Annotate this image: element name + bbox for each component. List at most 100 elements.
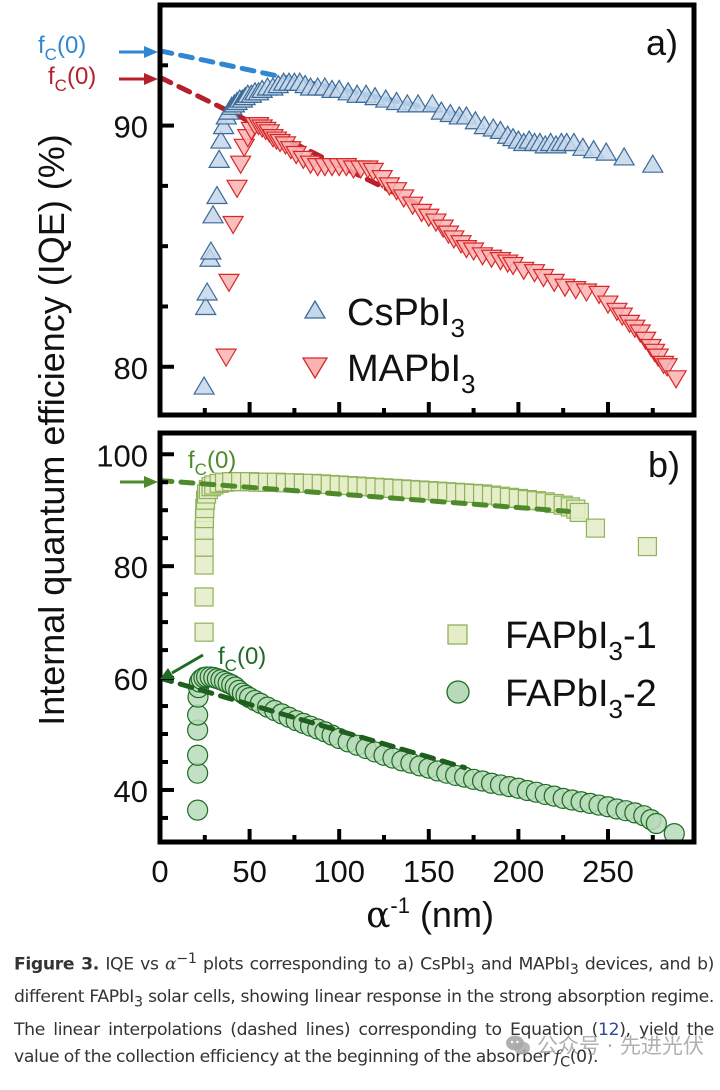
x-tick-label: 100 — [313, 854, 365, 889]
x-tick-label: 250 — [582, 854, 634, 889]
caption-text: plots corresponding to a) CsPbI — [196, 954, 466, 975]
data-point — [193, 375, 216, 395]
data-point — [194, 296, 217, 316]
data-point — [222, 215, 245, 235]
data-point — [194, 622, 214, 642]
y-tick-label: 80 — [114, 550, 148, 585]
wechat-icon — [506, 1035, 530, 1055]
data-point — [406, 93, 430, 113]
panel-a-points — [193, 71, 688, 395]
caption-subscript: 3 — [134, 994, 143, 1011]
svg-text:fC(0): fC(0) — [48, 63, 96, 95]
y-tick-label: 100 — [96, 438, 148, 473]
caption-fc: f — [554, 1046, 561, 1067]
series-fapbi3-1 — [194, 472, 658, 642]
x-tick-label: 200 — [493, 854, 545, 889]
figure-caption: Figure 3. IQE vs α−1 plots corresponding… — [14, 946, 714, 1076]
data-point — [595, 141, 618, 161]
equation-link[interactable]: 12 — [598, 1019, 620, 1040]
data-point — [199, 240, 222, 260]
panel-b: 40 60 80 100 b) FAPbI3-1 FAPbI3-2 fC(0) fC(… — [96, 430, 697, 845]
data-point — [217, 273, 241, 293]
data-point — [209, 129, 232, 149]
data-point — [187, 704, 209, 726]
panel-b-tag: b) — [648, 444, 680, 485]
caption-figure-number: Figure 3. — [14, 954, 99, 975]
data-point — [585, 518, 606, 538]
figure: Internal quantum efficiency (IQE) (%) 80… — [31, 2, 697, 935]
data-point — [613, 146, 636, 166]
legend-marker-fapbi3-2 — [446, 680, 470, 704]
x-tick-labels: 0 50 100 150 200 250 — [151, 854, 633, 889]
annotation-fc0-mapbi3: fC(0) — [48, 63, 158, 95]
y-axis-title: Internal quantum efficiency (IQE) (%) — [31, 134, 72, 726]
panel-a-ticks: 80 90 — [114, 63, 655, 415]
svg-text:fC(0): fC(0) — [38, 32, 86, 64]
legend-label-cspbi3: CsPbI3 — [347, 292, 465, 343]
panel-b-legend: FAPbI3-1 FAPbI3-2 — [446, 615, 657, 724]
data-point — [421, 93, 444, 113]
caption-text: and MAPbI — [474, 954, 570, 975]
data-point — [656, 358, 679, 377]
data-point — [187, 799, 209, 821]
annotation-fc0-fapbi3-1: fC(0) — [120, 447, 236, 488]
caption-alpha: α — [164, 954, 177, 975]
annotation-fc0-cspbi3: fC(0) — [38, 32, 158, 64]
data-point — [226, 179, 249, 199]
x-tick-label: 50 — [232, 854, 266, 889]
panel-a-tag: a) — [646, 22, 678, 63]
data-point — [201, 204, 225, 224]
fit-line-fapbi3-2 — [157, 675, 468, 771]
arrow-icon — [119, 46, 158, 58]
data-point — [212, 115, 235, 135]
fit-line-fapbi3-1 — [157, 478, 572, 514]
legend-label-fapbi3-2: FAPbI3-2 — [505, 673, 657, 724]
caption-alpha-sup: −1 — [176, 951, 197, 967]
y-tick-label: 80 — [114, 351, 148, 386]
panel-a-fit-lines — [157, 48, 468, 208]
data-point — [665, 370, 688, 390]
data-point — [187, 744, 209, 766]
x-tick-label: 0 — [151, 854, 168, 889]
caption-subscript: 3 — [569, 962, 579, 979]
panel-b-ticks: 40 60 80 100 — [96, 438, 655, 842]
data-point — [569, 502, 589, 523]
arrow-icon — [120, 476, 158, 488]
caption-text: devices, and b) different FAPbI — [14, 954, 714, 1008]
panel-b-fit-lines — [157, 478, 572, 771]
data-point — [587, 285, 611, 305]
data-point — [187, 762, 209, 784]
data-point — [205, 185, 229, 205]
data-point — [194, 587, 214, 607]
series-fapbi3-2 — [187, 666, 685, 845]
data-point — [641, 153, 664, 173]
y-tick-label: 60 — [114, 662, 148, 697]
svg-text:fC(0): fC(0) — [188, 447, 236, 479]
data-point — [582, 139, 605, 159]
caption-text: IQE vs — [98, 954, 165, 975]
data-point — [208, 149, 231, 168]
arrow-icon — [119, 73, 158, 85]
caption-text: solar cells, showing linear response in … — [14, 987, 714, 1040]
y-tick-label: 90 — [114, 110, 148, 145]
series-mapbi3 — [215, 116, 688, 390]
legend-marker-cspbi3 — [303, 299, 327, 319]
data-point — [196, 281, 219, 301]
caption-subscript: 3 — [465, 962, 475, 979]
svg-text:fC(0): fC(0) — [218, 643, 266, 675]
data-point — [645, 812, 667, 835]
data-point — [229, 155, 252, 175]
y-tick-label: 40 — [114, 774, 148, 809]
x-axis-title: α-1 (nm) — [366, 893, 494, 935]
panel-b-points — [187, 472, 685, 845]
caption-subscript: C — [560, 1054, 570, 1071]
series-cspbi3 — [193, 71, 664, 395]
legend-marker-mapbi3 — [301, 357, 329, 380]
data-point — [215, 348, 238, 368]
x-tick-label: 150 — [403, 854, 455, 889]
legend-marker-fapbi3-1 — [447, 624, 468, 645]
arrow-icon — [160, 653, 204, 679]
legend-label-fapbi3-1: FAPbI3-1 — [505, 615, 657, 666]
caption-text: ), yield the value of the collection eff… — [14, 1019, 714, 1067]
watermark: 公众号 · 先进光伏 — [505, 1030, 704, 1060]
